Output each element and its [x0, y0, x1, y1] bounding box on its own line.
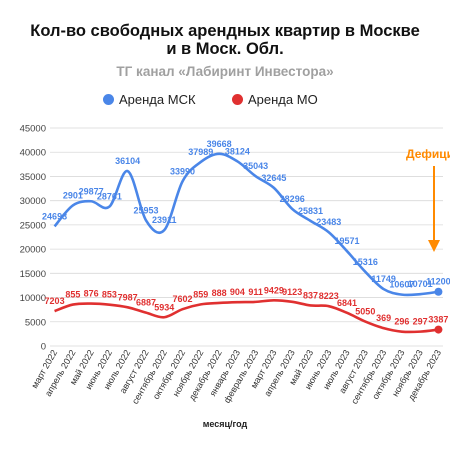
y-tick-label: 15000 — [20, 269, 46, 280]
data-label-msk: 36104 — [115, 156, 140, 166]
data-label-msk: 32645 — [261, 173, 286, 183]
data-label-msk: 28761 — [97, 192, 122, 202]
data-label-mo: 859 — [193, 289, 208, 299]
y-tick-label: 30000 — [20, 196, 46, 207]
y-tick-label: 0 — [41, 342, 46, 353]
data-label-msk: 25953 — [133, 205, 158, 215]
data-label-mo: 855 — [65, 290, 80, 300]
data-label-msk: 10607 — [389, 280, 414, 290]
data-label-mo: 3387 — [428, 315, 448, 325]
series-line-mo — [54, 299, 439, 334]
data-label-mo: 297 — [413, 317, 428, 327]
y-tick-label: 5000 — [25, 317, 46, 328]
data-label-mo: 7203 — [45, 296, 65, 306]
data-label-mo: 876 — [84, 289, 99, 299]
data-label-mo: 837 — [303, 290, 318, 300]
data-label-mo: 5050 — [355, 307, 375, 317]
data-label-msk: 29877 — [79, 186, 104, 196]
data-label-msk: 15316 — [353, 257, 378, 267]
data-label-msk: 25831 — [298, 206, 323, 216]
data-label-msk: 24693 — [42, 211, 67, 221]
legend-marker-msk — [103, 94, 114, 105]
legend-marker-mo — [232, 94, 243, 105]
legend-label-msk: Аренда МСК — [119, 92, 196, 107]
data-label-msk: 28296 — [280, 194, 305, 204]
data-label-msk: 10701 — [408, 279, 433, 289]
y-tick-label: 45000 — [20, 124, 46, 135]
data-label-mo: 6841 — [337, 298, 357, 308]
chart-title-line1: Кол-во свободных арендных квартир в Моск… — [30, 22, 420, 40]
data-label-mo: 5934 — [154, 302, 174, 312]
data-label-msk: 35043 — [243, 161, 268, 171]
data-label-msk: 37989 — [188, 147, 213, 157]
annotation-arrow-head — [428, 240, 440, 252]
data-label-msk: 11749 — [371, 274, 396, 284]
data-label-mo: 7987 — [118, 292, 138, 302]
data-label-msk: 23911 — [152, 215, 177, 225]
data-label-mo: 904 — [230, 287, 245, 297]
y-tick-label: 20000 — [20, 245, 46, 256]
legend-item-mo: Аренда МО — [232, 92, 318, 107]
series-line-msk — [53, 152, 439, 297]
data-label-msk: 38124 — [225, 146, 250, 156]
data-label-mo: 6887 — [136, 298, 156, 308]
y-tick-label: 25000 — [20, 220, 46, 231]
data-label-mo: 369 — [376, 313, 391, 323]
data-label-msk: 23483 — [316, 217, 341, 227]
data-label-mo: 888 — [212, 288, 227, 298]
legend-label-mo: Аренда МО — [248, 92, 318, 107]
series-end-point-mo — [434, 325, 443, 334]
data-label-msk: 11200 — [426, 277, 450, 287]
chart-subtitle: ТГ канал «Лабиринт Инвестора» — [116, 64, 334, 79]
data-label-mo: 9429 — [264, 285, 284, 295]
data-label-mo: 911 — [248, 287, 263, 297]
x-axis-label: месяц/год — [202, 419, 248, 429]
data-label-mo: 8223 — [319, 291, 339, 301]
data-label-msk: 2901 — [63, 190, 83, 200]
data-label-mo: 7602 — [173, 294, 193, 304]
chart-title-line2: и в Моск. Обл. — [166, 40, 284, 58]
y-tick-label: 10000 — [20, 293, 46, 304]
y-tick-label: 40000 — [20, 148, 46, 159]
legend-item-msk: Аренда МСК — [103, 92, 196, 107]
y-tick-label: 35000 — [20, 172, 46, 183]
data-label-msk: 33990 — [170, 166, 195, 176]
data-label-mo: 9123 — [282, 287, 302, 297]
data-label-msk: 39668 — [207, 139, 232, 149]
data-label-mo: 853 — [102, 290, 117, 300]
data-label-mo: 296 — [394, 317, 409, 327]
annotation-text: Дефици — [406, 147, 450, 161]
series-end-point-msk — [434, 287, 443, 296]
data-label-msk: 19571 — [335, 236, 360, 246]
